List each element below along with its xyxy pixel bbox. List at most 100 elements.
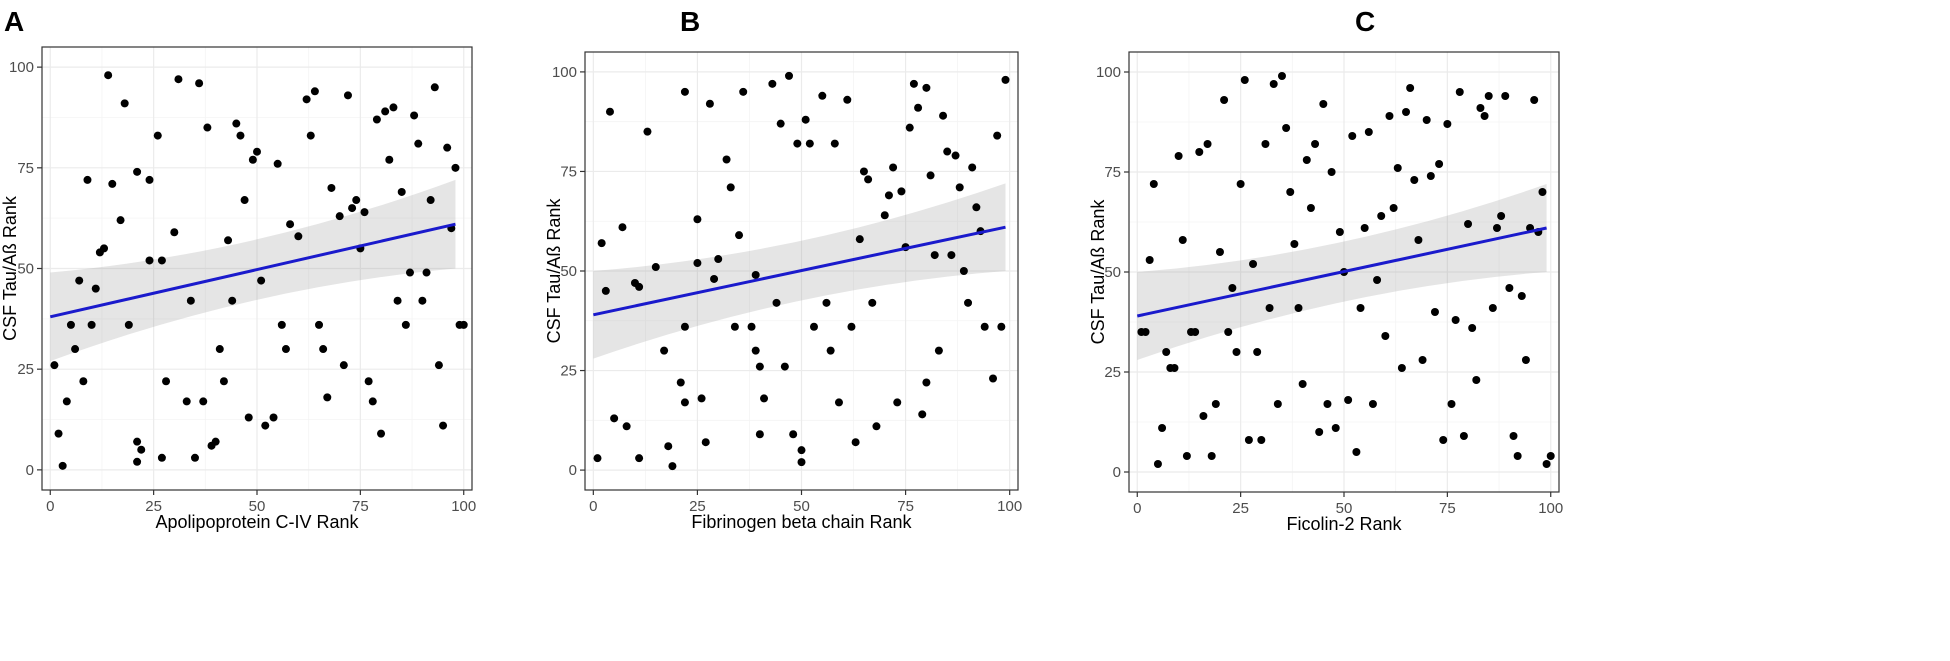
data-point [186, 296, 195, 305]
data-point [872, 422, 881, 431]
data-point [1497, 212, 1506, 220]
data-point [680, 322, 689, 331]
y-axis-title: CSF Tau/Aß Rank [1088, 199, 1108, 345]
data-point [100, 244, 109, 253]
data-point [1306, 204, 1315, 212]
data-point [830, 139, 839, 148]
data-point [664, 442, 673, 451]
data-point [705, 99, 714, 108]
data-point [1145, 256, 1154, 264]
data-point [805, 139, 814, 148]
data-point [1298, 380, 1307, 388]
data-point [1546, 452, 1555, 460]
data-point [1513, 452, 1522, 460]
data-point [315, 320, 324, 329]
data-point [1406, 84, 1415, 92]
data-point [1286, 188, 1295, 196]
data-point [75, 276, 84, 285]
data-point [199, 397, 208, 406]
data-point [1459, 432, 1468, 440]
data-point [232, 119, 241, 128]
grid [42, 47, 472, 490]
data-point [1282, 124, 1291, 132]
data-point [680, 398, 689, 407]
data-point [1224, 328, 1233, 336]
data-point [934, 346, 943, 355]
data-point [79, 377, 88, 386]
data-point [610, 414, 619, 423]
data-point [248, 155, 257, 164]
data-point [1290, 240, 1299, 248]
data-point [1261, 140, 1270, 148]
data-point [1348, 132, 1357, 140]
data-point [294, 232, 303, 241]
data-point [401, 320, 410, 329]
data-point [281, 345, 290, 354]
x-tick-label: 25 [689, 498, 706, 515]
x-tick-label: 75 [352, 498, 369, 515]
data-point [381, 107, 390, 116]
data-point [1447, 400, 1456, 408]
data-point [62, 397, 71, 406]
data-point [414, 139, 423, 148]
data-point [1377, 212, 1386, 220]
data-point [964, 298, 973, 307]
data-point [893, 398, 902, 407]
data-point [651, 263, 660, 272]
data-point [797, 446, 806, 455]
data-point [1468, 324, 1477, 332]
data-point [851, 438, 860, 447]
data-point [174, 75, 183, 84]
data-point [157, 256, 166, 265]
data-point [864, 175, 873, 184]
data-point [66, 320, 75, 329]
data-point [735, 231, 744, 240]
data-point [1182, 452, 1191, 460]
data-point [1455, 88, 1464, 96]
data-point [306, 131, 315, 140]
y-tick-label: 75 [560, 163, 577, 180]
data-point [1311, 140, 1320, 148]
x-tick-label: 100 [451, 498, 476, 515]
data-point [50, 361, 59, 370]
data-point [1191, 328, 1200, 336]
data-point [1302, 156, 1311, 164]
data-point [1240, 76, 1249, 84]
data-point [1393, 164, 1402, 172]
data-point [1257, 436, 1266, 444]
axis-ticks: 0 25 50 75 100 0 25 50 75 100 [552, 64, 1022, 515]
data-point [1397, 364, 1406, 372]
data-point [257, 276, 266, 285]
data-point [1385, 112, 1394, 120]
data-point [343, 91, 352, 100]
data-point [1418, 356, 1427, 364]
data-point [228, 296, 237, 305]
regression-line [1136, 226, 1547, 318]
data-point [170, 228, 179, 237]
data-point [1215, 248, 1224, 256]
data-point [693, 215, 702, 224]
data-point [1228, 284, 1237, 292]
data-point [751, 346, 760, 355]
data-points [1137, 72, 1555, 468]
data-point [914, 103, 923, 112]
x-tick-label: 100 [997, 498, 1022, 515]
data-point [1170, 364, 1179, 372]
data-point [668, 462, 677, 471]
data-point [1464, 220, 1473, 228]
data-point [302, 95, 311, 104]
data-point [1323, 400, 1332, 408]
data-point [405, 268, 414, 277]
data-point [834, 398, 843, 407]
data-point [335, 212, 344, 221]
data-point [930, 251, 939, 260]
data-point [1277, 72, 1286, 80]
data-point [190, 453, 199, 462]
data-point [968, 163, 977, 172]
data-point [1207, 452, 1216, 460]
data-point [884, 191, 893, 200]
data-point [1344, 396, 1353, 404]
panel-a: A 0 25 50 75 100 0 25 50 75 100 Apolipoprotein C-… [0, 6, 476, 532]
x-tick-label: 50 [793, 498, 810, 515]
x-axis-title: Fibrinogen beta chain Rank [691, 512, 912, 532]
